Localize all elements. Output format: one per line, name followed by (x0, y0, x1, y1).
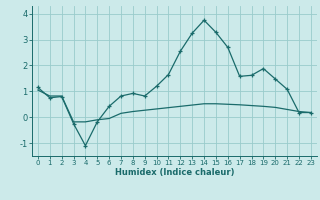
X-axis label: Humidex (Indice chaleur): Humidex (Indice chaleur) (115, 168, 234, 177)
